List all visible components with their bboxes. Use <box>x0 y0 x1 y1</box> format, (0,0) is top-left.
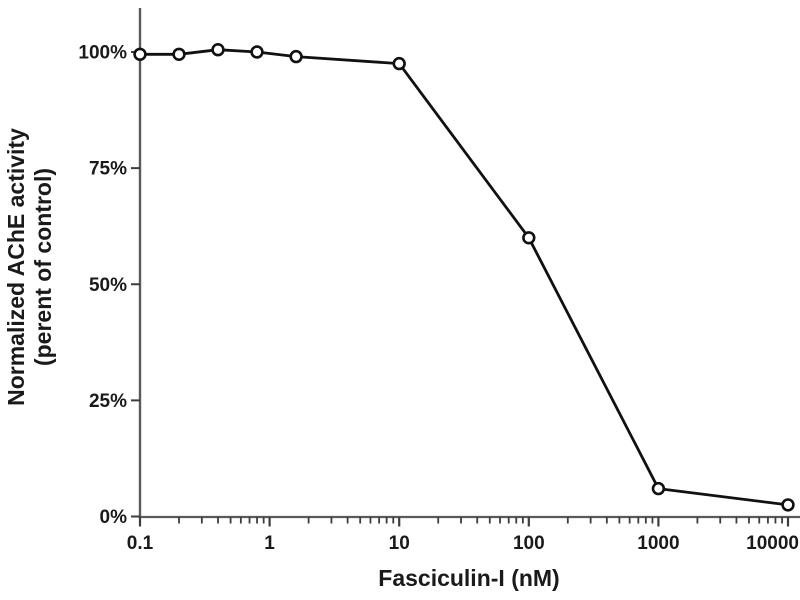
y-axis-title: Normalized AChE activity (perent of cont… <box>3 107 57 427</box>
x-axis-tick-label: 1000 <box>637 533 679 554</box>
data-point-marker <box>522 231 536 245</box>
y-axis-tick-label: 0% <box>100 507 128 528</box>
series-line <box>138 48 790 507</box>
data-point-marker <box>392 56 406 71</box>
data-point-marker <box>781 498 795 512</box>
data-point-marker <box>651 481 666 496</box>
x-axis-tick-label: 10 <box>389 533 410 554</box>
data-point-marker <box>250 45 264 59</box>
y-axis-title-line1: Normalized AChE activity <box>3 128 29 406</box>
x-axis-tick-label: 0.1 <box>127 533 154 554</box>
y-axis-tick-label: 50% <box>89 275 127 296</box>
x-axis-tick-label: 1 <box>264 533 275 554</box>
data-point-marker <box>133 47 147 61</box>
x-axis-title: Fasciculin-I (nM) <box>378 565 560 591</box>
x-axis-tick-label: 100 <box>513 533 545 554</box>
y-axis-tick-label: 75% <box>89 159 127 180</box>
x-axis-tick-label: 10000 <box>746 533 799 554</box>
data-point-marker <box>289 49 303 64</box>
y-axis-tick-label: 25% <box>89 391 127 412</box>
y-axis-tick-label: 100% <box>78 43 127 64</box>
y-axis-title-line2: (perent of control) <box>30 167 56 367</box>
data-point-marker <box>211 42 225 57</box>
data-point-marker <box>172 47 186 61</box>
